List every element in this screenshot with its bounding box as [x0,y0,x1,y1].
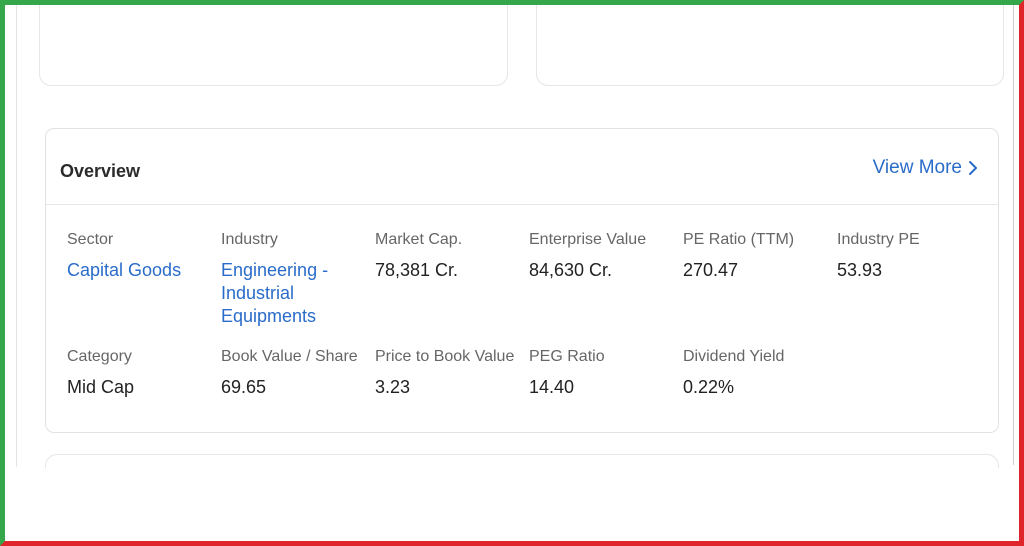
metric-label: Dividend Yield [683,348,785,365]
metric-industry-pe: Industry PE 53.93 [837,230,987,282]
bottom-whitespace [0,468,1024,546]
view-more-link[interactable]: View More [873,157,978,179]
metric-label: Enterprise Value [529,231,647,248]
metric-value: 53.93 [837,260,883,280]
divider [1013,5,1014,465]
metric-label: Market Cap. [375,231,463,248]
chevron-right-icon [969,161,977,175]
metric-peg-ratio: PEG Ratio 14.40 [529,347,679,399]
metric-industry: Industry Engineering - Industrial Equipm… [221,230,361,328]
metric-value: Mid Cap [67,377,135,397]
overview-card: Overview View More Sector Capital Goods … [45,128,999,433]
metric-label: PE Ratio (TTM) [683,231,795,248]
metric-label: PEG Ratio [529,348,605,365]
previous-card-right [536,5,1004,86]
metric-value: 69.65 [221,377,267,397]
metric-label: Sector [67,231,114,248]
metric-label: Industry [221,231,278,248]
metric-value: 84,630 Cr. [529,260,613,280]
divider [16,5,17,467]
metric-category: Category Mid Cap [67,347,217,399]
metric-value: 3.23 [375,377,411,397]
previous-card-left [39,5,508,86]
metric-label: Industry PE [837,231,920,248]
metric-enterprise-value: Enterprise Value 84,630 Cr. [529,230,679,282]
metric-label: Category [67,348,132,365]
metric-sector: Sector Capital Goods [67,230,217,282]
industry-link[interactable]: Engineering - Industrial Equipments [221,260,329,326]
metric-market-cap: Market Cap. 78,381 Cr. [375,230,525,282]
metric-label: Price to Book Value [375,348,515,365]
metric-value: 14.40 [529,377,575,397]
metric-pe-ratio: PE Ratio (TTM) 270.47 [683,230,833,282]
overview-title: Overview [60,161,141,181]
overview-header: Overview View More [46,129,998,205]
metric-value: 0.22% [683,377,735,397]
sector-link[interactable]: Capital Goods [67,260,182,280]
metric-value: 78,381 Cr. [375,260,459,280]
metric-value: 270.47 [683,260,739,280]
view-more-label: View More [872,157,962,178]
metric-dividend-yield: Dividend Yield 0.22% [683,347,833,399]
metric-label: Book Value / Share [221,348,358,365]
metric-price-to-book: Price to Book Value 3.23 [375,347,525,399]
metric-book-value: Book Value / Share 69.65 [221,347,371,399]
